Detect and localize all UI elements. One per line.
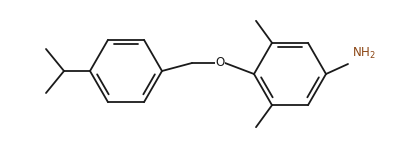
Text: O: O [215, 57, 224, 69]
Text: NH$_2$: NH$_2$ [351, 46, 375, 61]
